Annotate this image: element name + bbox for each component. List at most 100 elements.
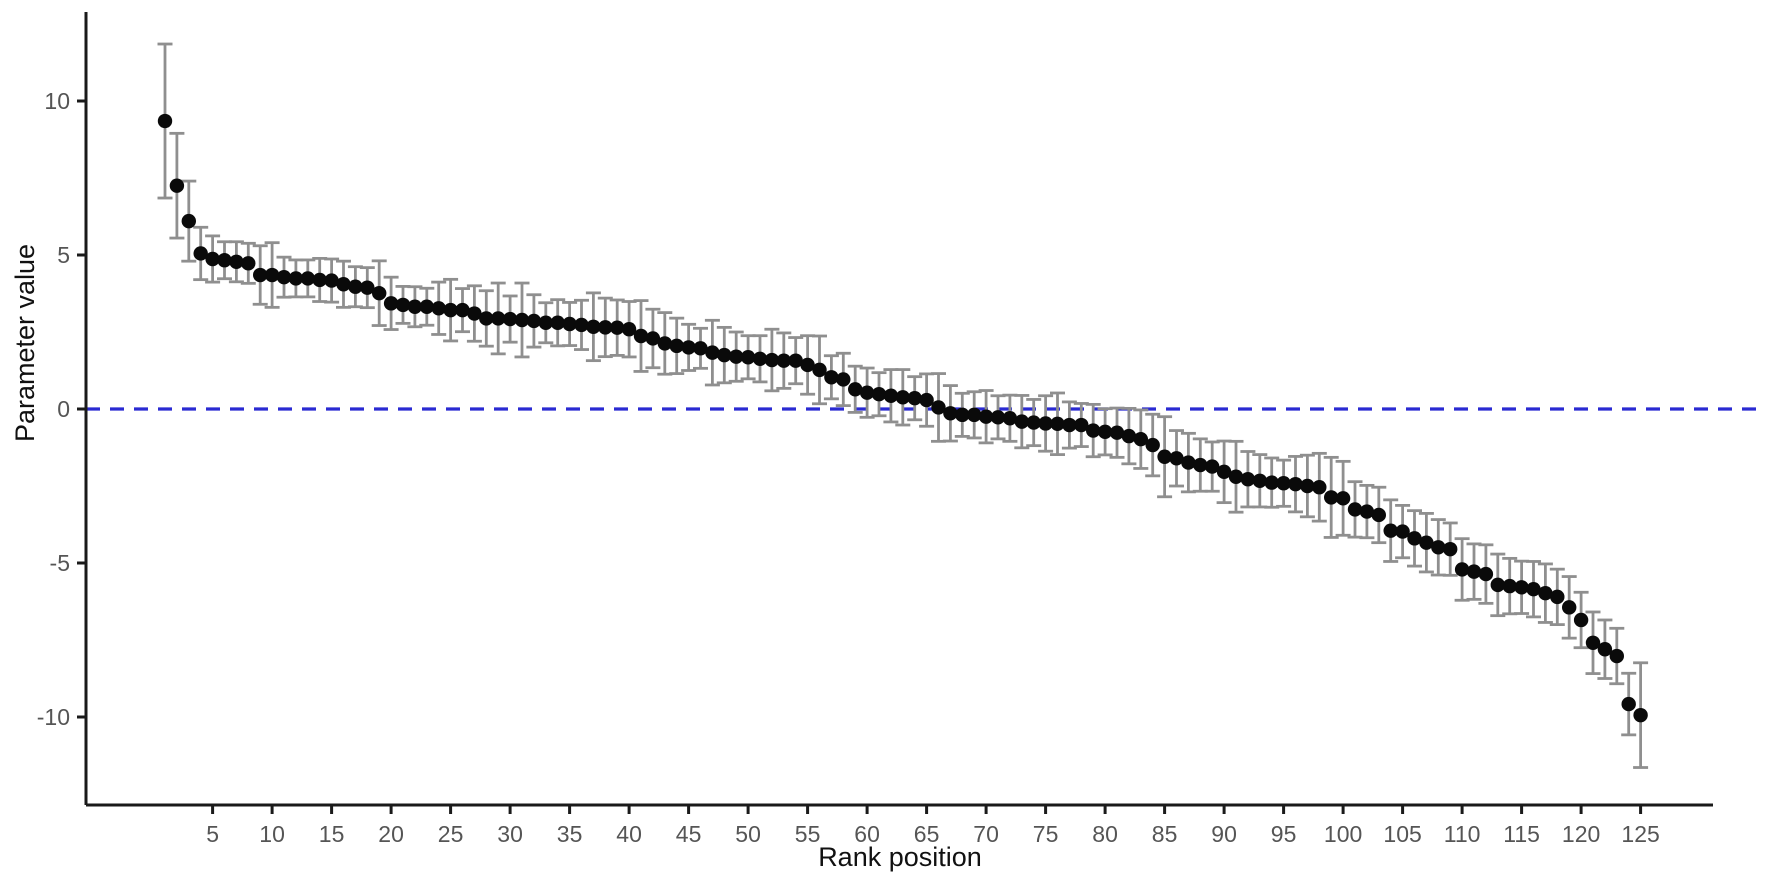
data-point <box>550 315 565 330</box>
data-point <box>1585 635 1601 650</box>
data-point <box>717 347 732 363</box>
data-point <box>229 254 244 269</box>
data-point <box>669 338 684 354</box>
data-point <box>1359 504 1375 519</box>
x-tick-label: 80 <box>1092 821 1118 847</box>
data-point <box>1597 642 1613 657</box>
data-point <box>1514 580 1529 595</box>
data-point <box>157 113 173 129</box>
data-point <box>526 313 542 329</box>
data-point <box>633 328 649 344</box>
data-point <box>1062 417 1077 433</box>
x-tick-label: 40 <box>616 821 642 847</box>
y-tick-label: 5 <box>57 242 70 268</box>
data-point <box>1074 417 1089 433</box>
data-point <box>1288 476 1303 492</box>
data-point <box>1621 696 1636 712</box>
data-point <box>776 353 791 368</box>
data-point <box>1300 478 1315 494</box>
data-point <box>1431 540 1446 555</box>
y-axis: -10 -5 0 5 10 <box>37 12 88 805</box>
data-point <box>407 299 423 314</box>
x-tick-label: 85 <box>1152 821 1178 847</box>
data-point <box>871 387 887 402</box>
data-point <box>1264 475 1279 490</box>
data-point <box>336 277 351 292</box>
data-point <box>1121 428 1137 444</box>
data-point <box>740 350 756 365</box>
data-point <box>1573 612 1589 628</box>
data-point <box>1419 535 1434 550</box>
data-point <box>479 311 494 326</box>
data-point <box>1466 564 1482 579</box>
data-point <box>1609 648 1625 664</box>
data-point <box>1157 449 1172 464</box>
data-point <box>1371 507 1387 523</box>
data-point <box>1133 431 1149 447</box>
data-point <box>1026 415 1041 430</box>
data-point <box>360 280 375 295</box>
data-point <box>1228 469 1244 484</box>
data-point <box>681 340 696 355</box>
data-point <box>1633 707 1648 723</box>
data-point <box>1454 562 1470 577</box>
data-point <box>1205 459 1220 474</box>
data-point <box>538 315 553 330</box>
data-point <box>1395 524 1410 539</box>
y-tick-label: 0 <box>57 396 70 422</box>
data-point <box>883 388 899 403</box>
data-point <box>467 306 482 321</box>
data-point <box>1050 416 1065 431</box>
data-point <box>978 409 994 424</box>
data-point <box>1335 491 1351 506</box>
data-point <box>443 302 458 318</box>
x-tick-label: 5 <box>206 821 219 847</box>
data-point <box>1109 425 1125 440</box>
data-point <box>1252 473 1268 488</box>
x-tick-label: 20 <box>378 821 404 847</box>
data-point <box>752 351 768 366</box>
data-point <box>502 311 518 327</box>
x-tick-label: 15 <box>319 821 345 847</box>
error-bars-layer <box>157 42 1649 769</box>
data-point <box>181 213 196 229</box>
data-point <box>1347 502 1363 517</box>
x-tick-label: 30 <box>497 821 523 847</box>
x-axis-title: Rank position <box>818 842 982 872</box>
data-point <box>431 301 446 316</box>
y-tick-label: -10 <box>37 704 70 730</box>
x-tick-label: 115 <box>1503 821 1540 847</box>
data-point <box>372 285 387 301</box>
data-point <box>241 256 256 271</box>
data-point <box>919 392 934 408</box>
x-axis: 5 10 15 20 25 30 35 40 45 50 55 60 65 70 75 80 85 90 95 100… <box>86 803 1713 847</box>
x-tick-label: 100 <box>1324 821 1362 847</box>
data-point <box>395 297 411 313</box>
data-point <box>931 400 946 415</box>
x-tick-label: 95 <box>1271 821 1297 847</box>
data-point <box>1216 464 1232 480</box>
data-point <box>276 269 292 285</box>
data-point <box>1086 423 1101 438</box>
x-tick-label: 10 <box>259 821 285 847</box>
data-point <box>1181 455 1196 470</box>
data-point <box>1443 541 1458 557</box>
data-point <box>967 407 982 423</box>
data-point <box>300 271 315 286</box>
data-point <box>764 352 780 368</box>
x-tick-label: 60 <box>854 821 880 847</box>
data-point <box>729 349 744 364</box>
data-point <box>419 299 434 314</box>
data-point <box>348 279 363 294</box>
data-point <box>907 391 922 406</box>
data-point <box>1002 411 1018 426</box>
data-point <box>955 407 970 423</box>
data-point <box>1097 424 1113 439</box>
data-point <box>645 331 661 346</box>
data-point <box>1538 585 1553 601</box>
data-point <box>312 272 327 288</box>
x-tick-label: 70 <box>973 821 999 847</box>
data-point <box>574 317 589 333</box>
data-point <box>598 320 613 335</box>
